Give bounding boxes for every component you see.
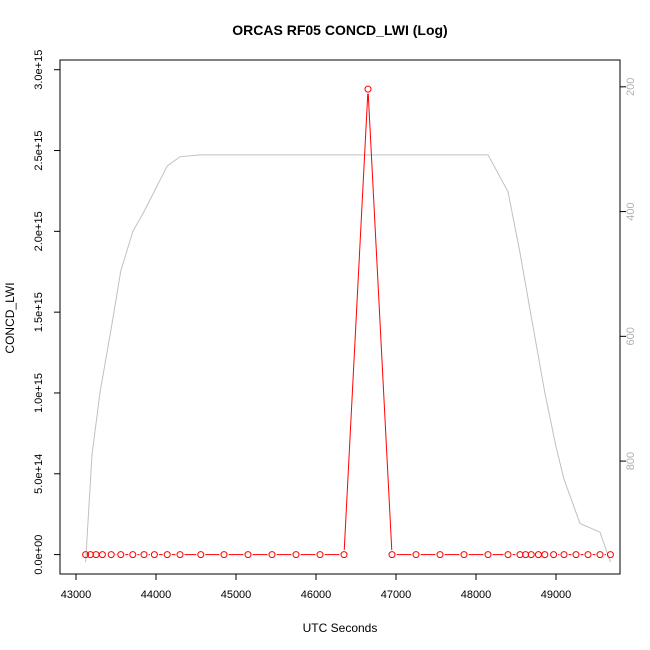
concd-series-segment [343, 93, 369, 551]
y2-tick-label: 200 [625, 78, 637, 96]
concd-data-point [150, 551, 158, 559]
concd-data-point [436, 551, 444, 559]
concd-data-point [584, 551, 592, 559]
y-tick-label: 0.0e+00 [33, 535, 45, 575]
concd-data-point [460, 551, 468, 559]
concd-data-point [340, 551, 348, 559]
concd-data-point [163, 551, 171, 559]
concd-data-point [541, 551, 549, 559]
x-tick-label: 45000 [221, 589, 252, 601]
concd-data-point [550, 551, 558, 559]
series-layer [82, 85, 614, 563]
x-tick-label: 43000 [61, 589, 92, 601]
x-tick-label: 48000 [461, 589, 492, 601]
concd-data-point [388, 551, 396, 559]
y-tick-label: 3.0e+15 [33, 50, 45, 90]
concd-data-point [596, 551, 604, 559]
concd-data-point [560, 551, 568, 559]
y-tick-label: 1.5e+15 [33, 292, 45, 332]
y-tick-label: 5.0e+14 [33, 454, 45, 494]
concd-data-point [244, 551, 252, 559]
y-tick-label: 1.0e+15 [33, 373, 45, 413]
concd-data-point [117, 551, 125, 559]
concd-data-point [606, 551, 614, 559]
concd-series-segment [367, 93, 393, 551]
x-axis-label: UTC Seconds [303, 621, 378, 635]
concd-data-point [316, 551, 324, 559]
y2-tick-label: 800 [625, 452, 637, 470]
concd-data-point [129, 551, 137, 559]
concd-data-point [504, 551, 512, 559]
x-axis: 43000 44000 45000 46000 47000 48000 49000 [61, 574, 572, 601]
x-tick-label: 46000 [301, 589, 332, 601]
concd-data-point [82, 551, 90, 559]
chart-title: ORCAS RF05 CONCD_LWI (Log) [232, 22, 447, 38]
concd-data-point [572, 551, 580, 559]
y2-axis: 200 400 600 800 [620, 78, 637, 470]
concd-data-point [220, 551, 228, 559]
concd-data-point [534, 551, 542, 559]
concd-data-point [364, 85, 372, 93]
y2-tick-label: 600 [625, 327, 637, 345]
plot-frame [59, 59, 621, 575]
x-tick-label: 49000 [541, 589, 572, 601]
concd-data-point [140, 551, 148, 559]
concd-data-point [292, 551, 300, 559]
concd-data-point [197, 551, 205, 559]
x-tick-label: 44000 [141, 589, 172, 601]
concd-data-point [484, 551, 492, 559]
concd-data-point [98, 551, 106, 559]
concd-data-point [412, 551, 420, 559]
concd-data-point [268, 551, 276, 559]
altitude-series-line [85, 154, 611, 563]
y-axis-label: CONCD_LWI [3, 282, 17, 353]
concd-data-point [176, 551, 184, 559]
y2-tick-label: 400 [625, 202, 637, 220]
concd-data-point [107, 551, 115, 559]
y-axis: 0.0e+00 5.0e+14 1.0e+15 1.5e+15 2.0e+15 2.5e+… [33, 50, 60, 575]
concd-data-point [527, 551, 535, 559]
x-tick-label: 47000 [381, 589, 412, 601]
y-tick-label: 2.5e+15 [33, 130, 45, 170]
y-tick-label: 2.0e+15 [33, 211, 45, 251]
